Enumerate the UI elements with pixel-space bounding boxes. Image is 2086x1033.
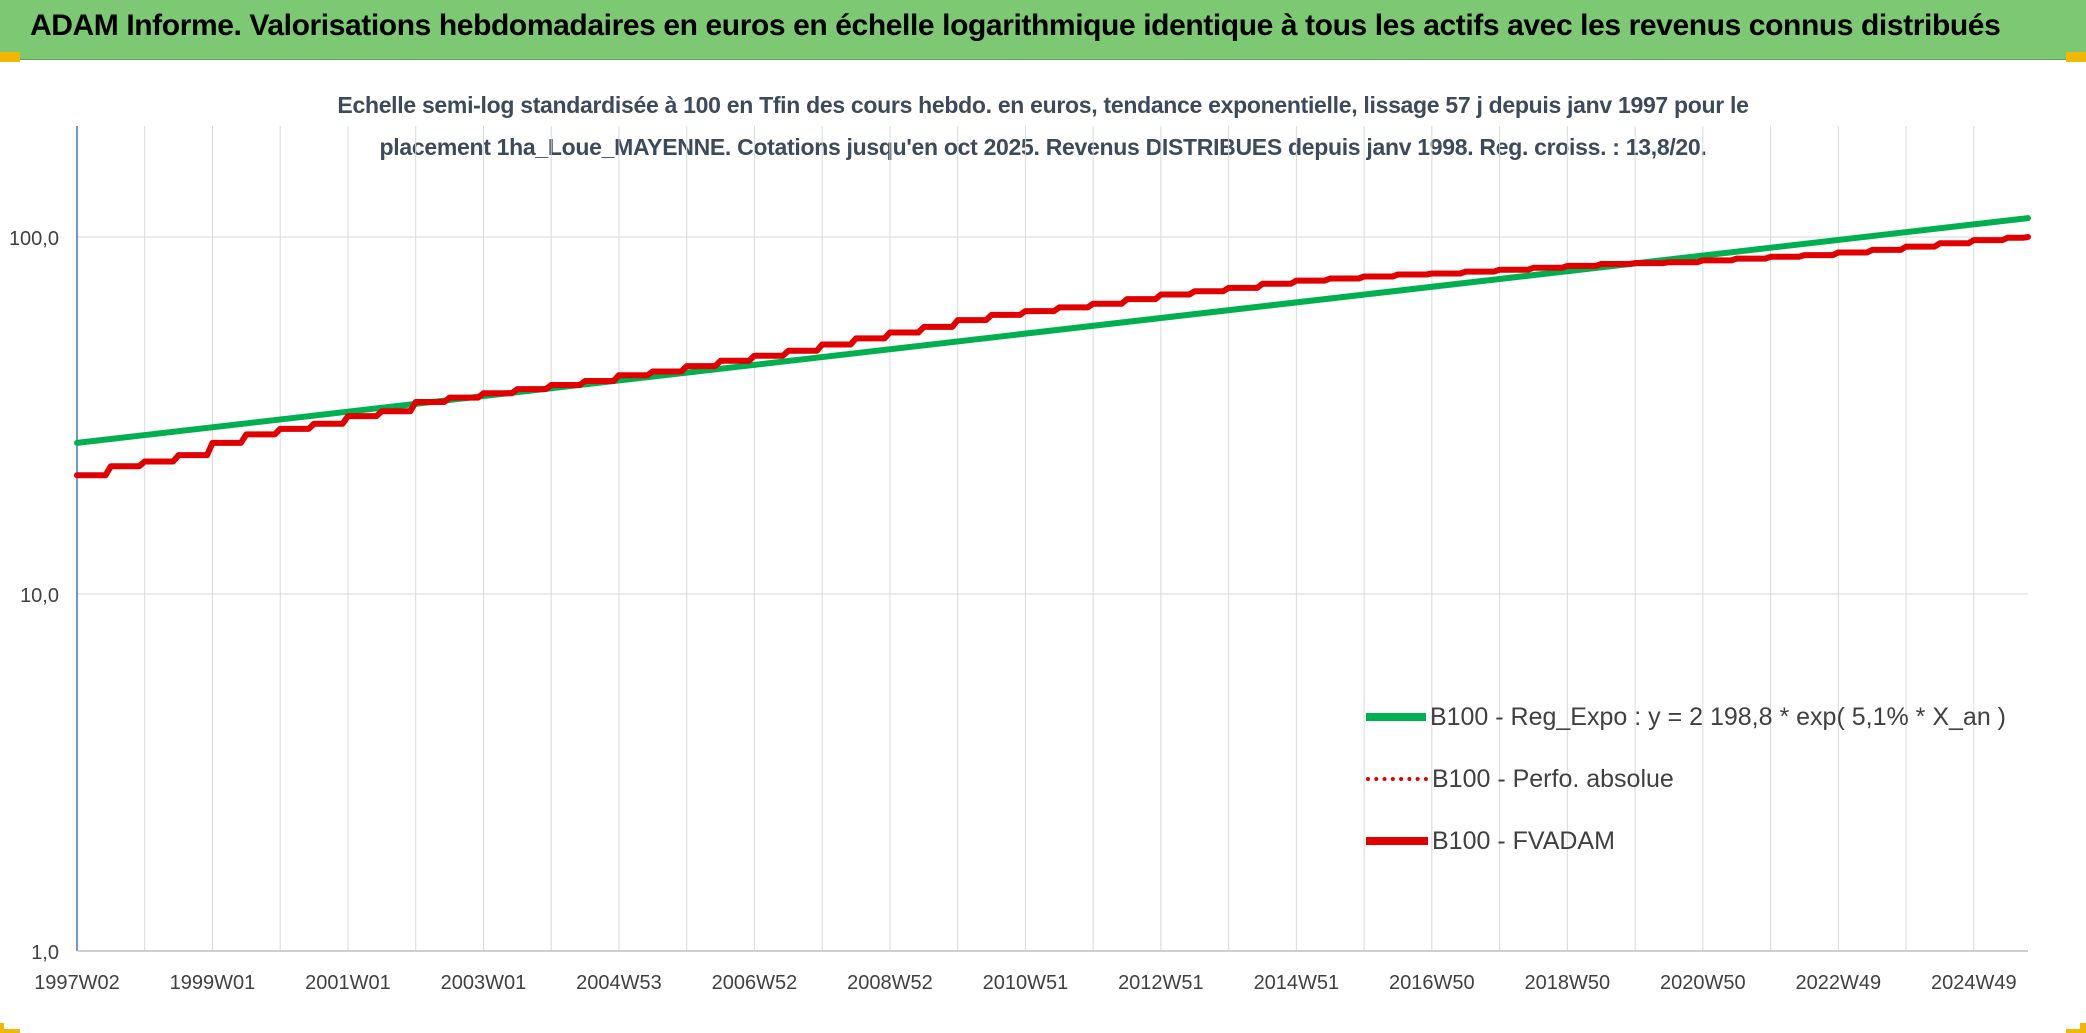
x-tick-label: 2004W53 bbox=[576, 972, 662, 994]
legend-label-perfo-absolue: B100 - Perfo. absolue bbox=[1432, 764, 1674, 793]
x-tick-label: 2003W01 bbox=[441, 972, 527, 994]
y-tick-label: 100,0 bbox=[9, 228, 59, 250]
legend-label-reg-expo: B100 - Reg_Expo : y = 2 198,8 * exp( 5,1… bbox=[1429, 702, 2006, 731]
legend-swatch-perfo-absolue bbox=[1366, 777, 1428, 781]
legend-swatch-reg-expo bbox=[1366, 713, 1426, 721]
chart-area bbox=[4, 64, 2080, 1029]
series-line-reg-expo bbox=[74, 215, 2031, 446]
y-tick-label: 1,0 bbox=[31, 942, 59, 964]
x-tick-label: 1997W02 bbox=[34, 972, 120, 994]
x-tick-label: 2016W50 bbox=[1389, 972, 1475, 994]
x-tick-label: 2012W51 bbox=[1118, 972, 1204, 994]
corner-marker-top-left bbox=[0, 52, 20, 62]
report-title: ADAM Informe. Valorisations hebdomadaire… bbox=[30, 9, 2001, 42]
x-tick-label: 2018W50 bbox=[1525, 972, 1611, 994]
x-tick-label: 2022W49 bbox=[1796, 972, 1882, 994]
chart-title-line-1: Echelle semi-log standardisée à 100 en T… bbox=[337, 92, 1749, 118]
legend-item-perfo-absolue: B100 - Perfo. absolue bbox=[1366, 748, 2006, 810]
x-tick-label: 2006W52 bbox=[712, 972, 798, 994]
legend-swatch-fvadam bbox=[1366, 837, 1428, 845]
series-line-fvadam bbox=[74, 234, 2031, 479]
report-banner: ADAM Informe. Valorisations hebdomadaire… bbox=[0, 0, 2086, 60]
chart-legend: B100 - Reg_Expo : y = 2 198,8 * exp( 5,1… bbox=[1366, 686, 2006, 872]
x-tick-label: 2014W51 bbox=[1254, 972, 1340, 994]
x-tick-label: 2024W49 bbox=[1931, 972, 2017, 994]
chart-title-line-2: placement 1ha_Loue_MAYENNE. Cotations ju… bbox=[379, 134, 1707, 160]
legend-item-reg-expo: B100 - Reg_Expo : y = 2 198,8 * exp( 5,1… bbox=[1366, 686, 2006, 748]
legend-item-fvadam: B100 - FVADAM bbox=[1366, 810, 2006, 872]
x-tick-label: 2010W51 bbox=[983, 972, 1069, 994]
corner-marker-top-right bbox=[2066, 52, 2086, 62]
x-tick-label: 2001W01 bbox=[305, 972, 391, 994]
legend-label-fvadam: B100 - FVADAM bbox=[1432, 826, 1615, 855]
x-tick-label: 1999W01 bbox=[170, 972, 256, 994]
x-tick-label: 2020W50 bbox=[1660, 972, 1746, 994]
x-tick-label: 2008W52 bbox=[847, 972, 933, 994]
y-tick-label: 10,0 bbox=[20, 585, 59, 607]
